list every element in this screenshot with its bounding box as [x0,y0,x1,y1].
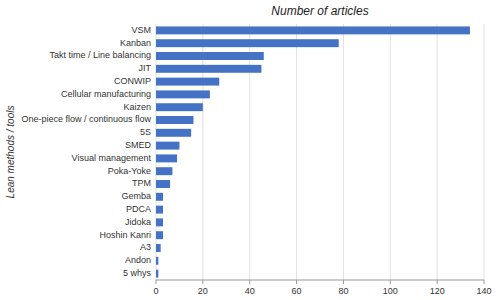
bar [156,65,261,73]
category-label: Takt time / Line balancing [49,50,151,60]
category-label: Visual management [72,153,152,163]
bar [156,270,158,278]
category-label: 5S [140,127,151,137]
bar [156,142,179,150]
category-label: CONWIP [114,76,151,86]
category-label: JIT [139,63,152,73]
chart: VSM Kanban Takt time / Line balancing JIT CO… [0,0,500,300]
y-axis-label: Lean methods / tools [5,106,16,199]
grid-line [249,24,250,280]
bar [156,218,163,226]
tick-mark [437,280,438,284]
category-label: A3 [140,242,151,252]
x-tick-label: 100 [383,286,398,296]
bar [156,231,163,239]
grid-line [202,24,203,280]
grid [156,24,484,280]
bar [156,116,193,124]
tick-mark [249,280,250,284]
category-label: Jidoka [125,217,151,227]
bar [156,90,210,98]
tick-mark [484,280,485,284]
bar [156,78,219,86]
x-axis-line [156,280,484,281]
bar [156,193,163,201]
bar [156,180,170,188]
bar [156,244,161,252]
bars [156,26,470,277]
tick-mark [202,280,203,284]
x-tick-label: 0 [153,286,158,296]
tick-mark [296,280,297,284]
x-tick-label: 40 [245,286,255,296]
bar [156,39,339,47]
category-label: Cellular manufacturing [61,89,151,99]
bar [156,206,163,214]
bar [156,154,177,162]
category-label: PDCA [126,204,151,214]
category-label: 5 whys [123,268,152,278]
bar [156,129,191,137]
grid-line [156,24,157,280]
x-tick-label: 60 [292,286,302,296]
bar [156,52,264,60]
bar [156,26,470,34]
category-label: Andon [125,255,151,265]
category-label: Hoshin Kanri [99,230,151,240]
x-tick-label: 20 [198,286,208,296]
title: Number of articles [271,4,368,18]
bar [156,257,158,265]
x-tick-label: 80 [338,286,348,296]
category-label: Kaizen [123,102,151,112]
category-label: TPM [132,178,151,188]
tick-mark [156,280,157,284]
category-label: Kanban [120,38,151,48]
x-tick-label: 140 [476,286,491,296]
category-label: VSM [131,25,151,35]
grid-line [437,24,438,280]
grid-line [296,24,297,280]
grid-line [390,24,391,280]
x-tick-label: 120 [430,286,445,296]
grid-line [484,24,485,280]
grid-line [343,24,344,280]
category-label: SMED [125,140,152,150]
tick-mark [390,280,391,284]
bar [156,103,203,111]
category-label: Gemba [121,191,151,201]
tick-mark [343,280,344,284]
category-label: Poka-Yoke [108,166,151,176]
bar [156,167,172,175]
category-label: One-piece flow / continuous flow [21,114,151,124]
